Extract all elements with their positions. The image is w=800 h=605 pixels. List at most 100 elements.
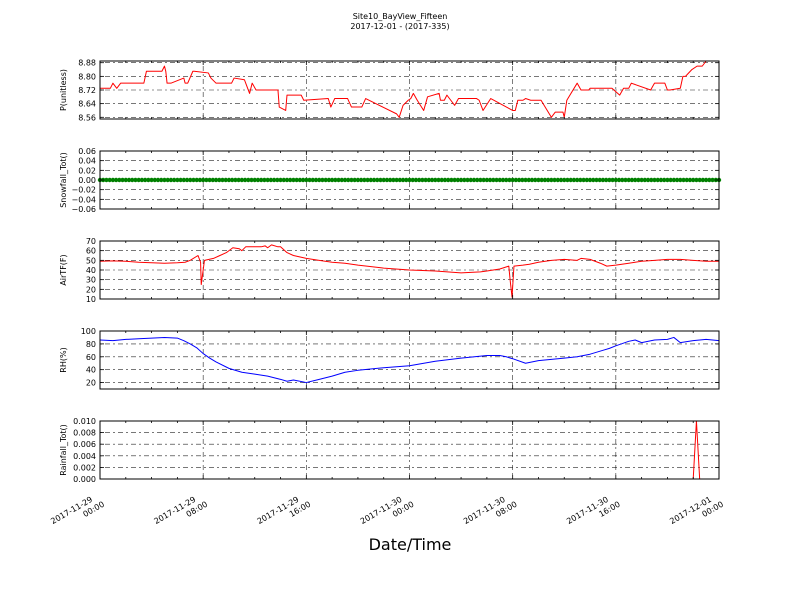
panel-snow-point-162: [620, 177, 625, 183]
panel-snow-point-161: [616, 177, 622, 183]
panel-snow-point-148: [574, 177, 580, 183]
panel-snow-point-175: [661, 177, 667, 183]
panel-snow-point-33: [204, 177, 209, 183]
panel-snow-point-144: [562, 177, 567, 183]
panel-snow-point-190: [710, 177, 715, 183]
panel-snow-point-2: [104, 177, 109, 183]
panel-snow-point-156: [600, 177, 606, 183]
panel-snow-ytick-label-4: 0.02: [78, 166, 96, 175]
panel-snow-point-121: [487, 177, 493, 183]
panel-snow-point-168: [639, 177, 644, 183]
panel-snow-point-130: [516, 177, 522, 183]
panel-snow-point-186: [697, 177, 702, 183]
panel-snow-point-50: [259, 177, 264, 183]
panel-snow-point-138: [542, 177, 548, 183]
panel-snow-point-95: [404, 177, 409, 183]
panel-snow-point-52: [265, 177, 270, 183]
panel-snow-point-111: [455, 177, 461, 183]
panel-rh-ytick-label-0: 20: [86, 379, 96, 388]
panel-snow-point-5: [113, 177, 119, 183]
panel-rh-ytick-label-4: 100: [81, 327, 96, 336]
panel-snow-point-188: [703, 177, 709, 183]
panel-snow-point-150: [581, 177, 586, 183]
panel-snow-point-122: [491, 177, 496, 183]
panel-snow-point-103: [429, 177, 435, 183]
panel-snow-point-154: [594, 177, 599, 183]
panel-snow-point-27: [184, 177, 190, 183]
panel-snow-point-64: [304, 177, 309, 183]
panel-snow-point-149: [578, 177, 583, 183]
panel-snow-point-51: [262, 177, 267, 183]
panel-snow-point-137: [539, 177, 544, 183]
panel-snow-point-145: [565, 177, 570, 183]
panel-snow-point-70: [323, 177, 328, 183]
panel-p-ylabel: P(unitless): [59, 69, 68, 111]
panel-snow-point-147: [571, 177, 577, 183]
panel-snow-point-120: [484, 177, 490, 183]
panel-snow-point-65: [307, 177, 312, 183]
panel-air-ytick-label-5: 60: [86, 247, 96, 256]
panel-snow-point-105: [436, 177, 441, 183]
panel-snow-point-69: [320, 177, 325, 183]
panel-snow-point-18: [155, 177, 161, 183]
panel-snow-point-117: [475, 177, 480, 183]
panel-air-ytick-label-0: 10: [86, 295, 96, 304]
panel-snow-point-34: [207, 177, 212, 183]
panel-snow-point-22: [168, 177, 174, 183]
panel-snow-point-132: [523, 177, 528, 183]
panel-snow-point-142: [555, 177, 560, 183]
panel-air-ytick-label-2: 30: [86, 276, 96, 285]
panel-snow-point-114: [465, 177, 470, 183]
panel-air-ylabel: AirTF(F): [59, 254, 68, 285]
panel-snow-point-29: [191, 177, 196, 183]
panel-snow-point-133: [526, 177, 531, 183]
panel-snow-point-16: [149, 177, 154, 183]
figure-title-line1: Site10_BayView_Fifteen: [353, 12, 448, 21]
panel-snow-point-171: [649, 177, 654, 183]
panel-air-ytick-label-3: 40: [86, 266, 96, 275]
panel-snow-point-167: [636, 177, 641, 183]
x-tick-labels: 2017-11-2900:00 2017-11-2908:00 2017-11-29…: [49, 491, 725, 535]
panel-snow-point-73: [333, 177, 338, 183]
panel-snow-point-163: [623, 177, 628, 183]
panel-snow-point-184: [691, 177, 696, 183]
panel-snow-point-53: [268, 177, 274, 183]
panel-snow-point-23: [171, 177, 177, 183]
panel-rain-ytick-label-2: 0.004: [73, 452, 96, 461]
panel-snow-point-178: [671, 177, 677, 183]
panel-snow-point-44: [239, 177, 245, 183]
panel-snow-point-58: [284, 177, 290, 183]
panel-air-ytick-label-6: 70: [86, 237, 96, 246]
panel-snow-point-135: [533, 177, 538, 183]
panel-snow-point-79: [352, 177, 357, 183]
x-tick-label-2: 2017-11-2916:00: [256, 491, 313, 535]
x-tick-label-4: 2017-11-3008:00: [462, 491, 519, 535]
panel-snow-point-115: [468, 177, 473, 183]
panel-air-ytick-label-4: 50: [86, 256, 96, 265]
panel-snow-point-180: [678, 177, 683, 183]
panel-snow-point-31: [197, 177, 203, 183]
x-tick-label-3: 2017-11-3000:00: [359, 491, 416, 535]
panel-snow-point-60: [291, 177, 296, 183]
panel-p-ytick-label-4: 8.88: [78, 59, 96, 68]
panel-snow-point-7: [120, 177, 125, 183]
panel-snow-point-38: [220, 177, 225, 183]
panel-rh-ytick-label-3: 80: [86, 340, 96, 349]
panel-snow-point-109: [449, 177, 454, 183]
panel-rh: 20 40 60 80 100 RH(%): [59, 327, 720, 390]
panel-snow-point-128: [510, 177, 515, 183]
panel-snow-point-17: [152, 177, 158, 183]
panel-snow-point-99: [416, 177, 422, 183]
panel-snow-point-151: [584, 177, 590, 183]
panel-snow-point-126: [504, 177, 509, 183]
panel-snow-point-159: [610, 177, 615, 183]
panel-snow-point-61: [294, 177, 299, 183]
panel-rh-ylabel: RH(%): [59, 347, 68, 372]
panel-snow-point-41: [229, 177, 235, 183]
figure-title-line2: 2017-12-01 - (2017-335): [350, 22, 449, 31]
panel-snow-point-84: [368, 177, 374, 183]
panel-snow-point-104: [433, 177, 438, 183]
panel-snow-point-55: [275, 177, 280, 183]
panel-snow-point-76: [342, 177, 348, 183]
